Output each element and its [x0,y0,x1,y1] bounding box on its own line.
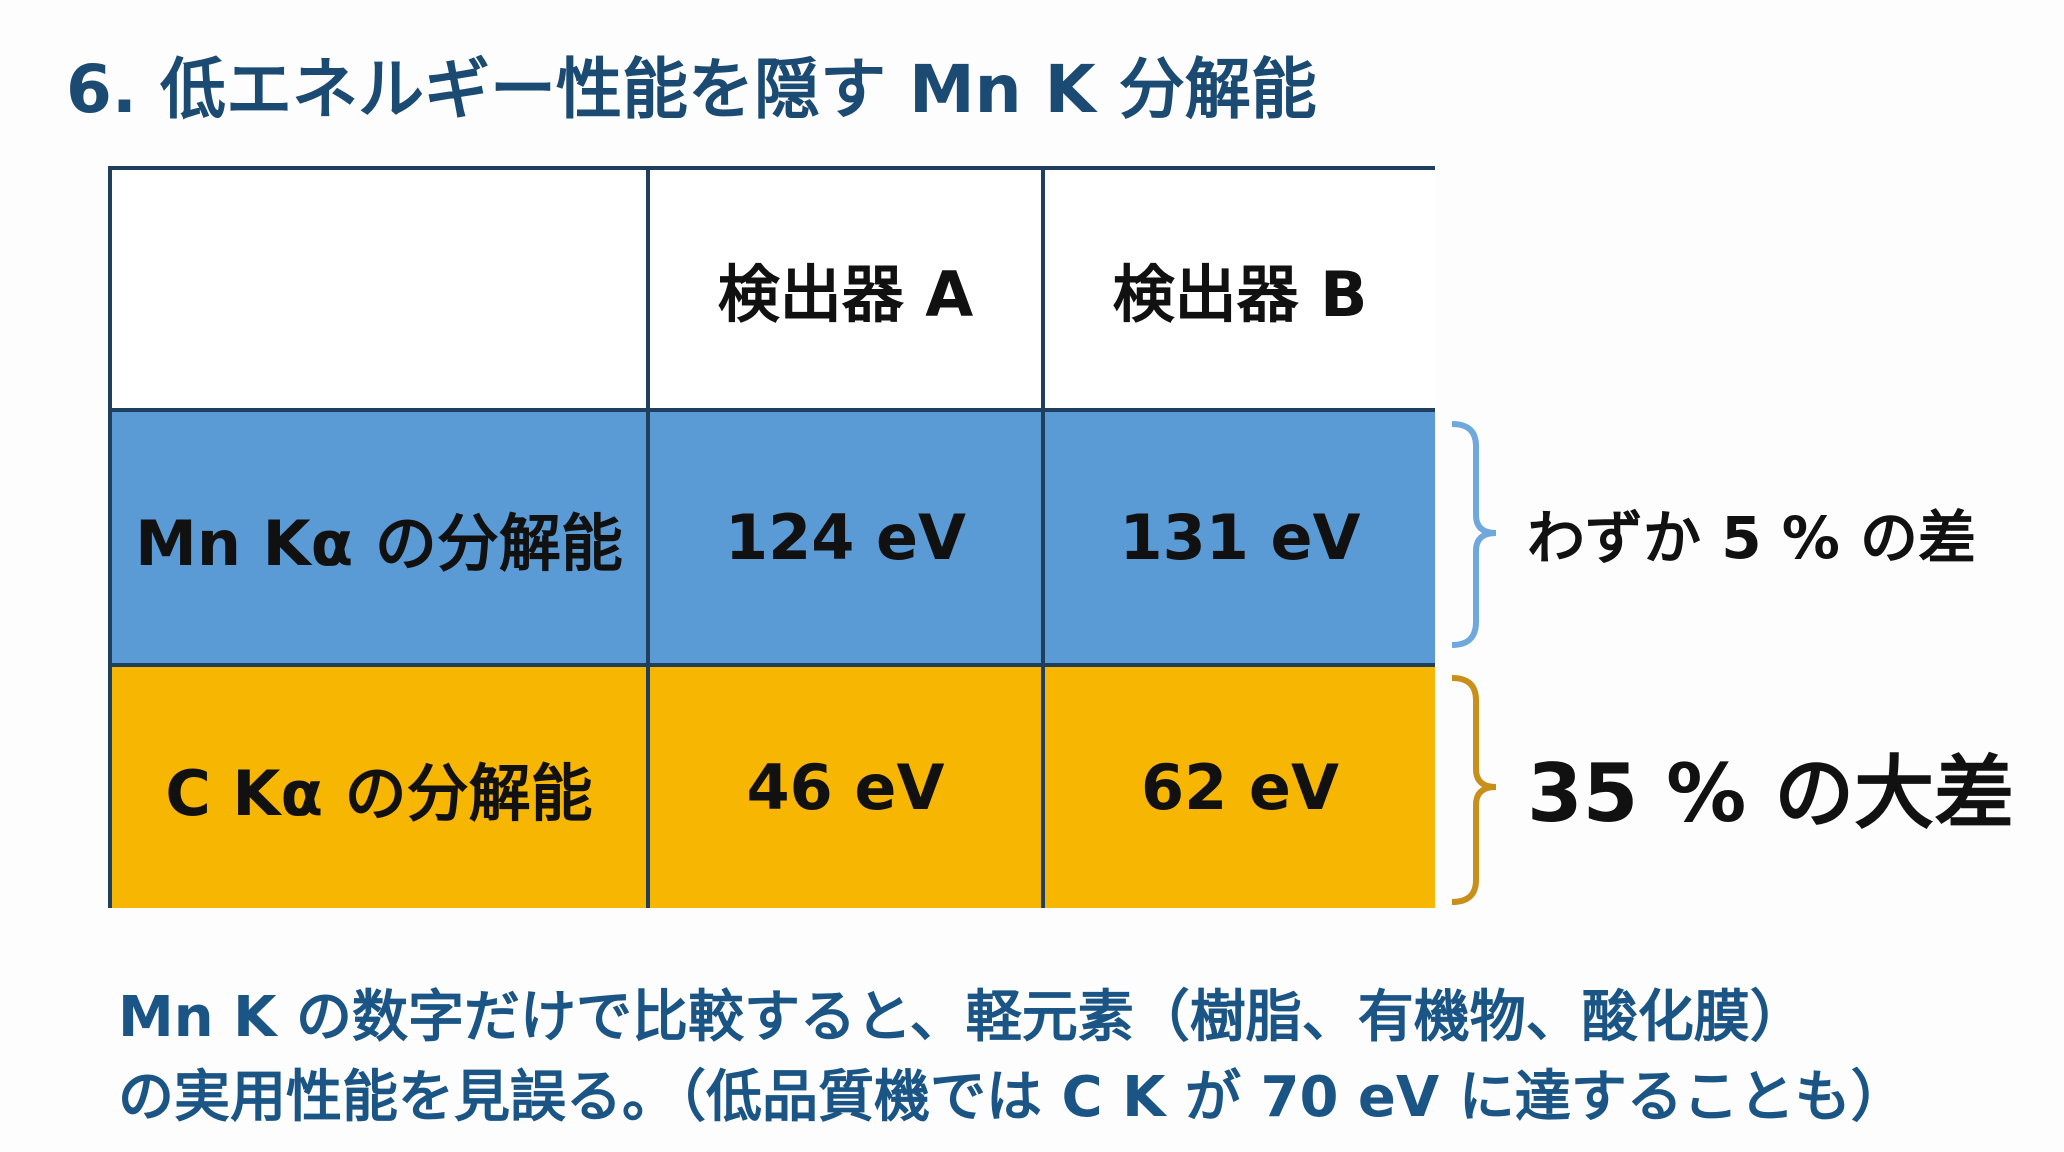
table-cell: 131 eV [1045,412,1435,667]
table-cell: 124 eV [650,412,1045,667]
brace-blue [1451,421,1497,648]
header-cell [112,170,650,412]
table-cell: 62 eV [1045,667,1435,908]
footer-line: の実用性能を見誤る。（低品質機では C K が 70 eV に達することも） [118,1065,1907,1130]
brace-orange [1451,675,1497,905]
comparison-table: 検出器 A 検出器 B Mn Kα の分解能 124 eV 131 eV C Kα の分解… [108,166,1435,908]
footer-line: Mn K の数字だけで比較すると、軽元素（樹脂、有機物、酸化膜） [118,985,1806,1050]
table-cell: C Kα の分解能 [112,667,650,908]
annotation: わずか 5 % の差 [1527,504,1977,572]
header-cell: 検出器 A [650,170,1045,412]
annotation: 35 % の大差 [1527,747,2015,840]
header-cell: 検出器 B [1045,170,1435,412]
table-cell: Mn Kα の分解能 [112,412,650,667]
slide-title: 6. 低エネルギー性能を隠す Mn K 分解能 [66,51,1317,128]
table-cell: 46 eV [650,667,1045,908]
